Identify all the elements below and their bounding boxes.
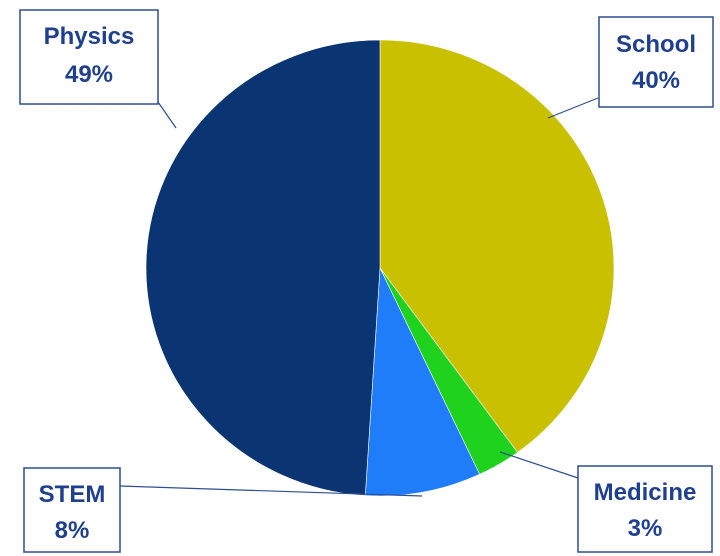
label-medicine-value: 3% [628,515,663,542]
label-school-value: 40% [632,67,680,94]
pie-slice-physics [145,39,381,496]
leader-lines [119,97,599,497]
label-stem-value: 8% [55,517,90,544]
label-medicine: Medicine 3% [577,465,713,553]
label-physics: Physics 49% [19,9,159,105]
label-stem: STEM 8% [23,467,121,553]
pie-slices [145,39,615,497]
leader-line-physics [157,101,177,129]
label-physics-value: 49% [65,61,113,88]
leader-line-school [547,97,599,119]
pie-slice-school [379,39,615,453]
leader-line-stem [119,485,423,497]
label-school: School 40% [598,16,714,108]
leader-line-medicine [499,451,579,479]
pie-slice-stem [364,266,481,497]
label-stem-name: STEM [39,481,106,508]
label-school-name: School [616,31,696,58]
label-physics-name: Physics [44,23,135,50]
label-medicine-name: Medicine [594,479,697,506]
